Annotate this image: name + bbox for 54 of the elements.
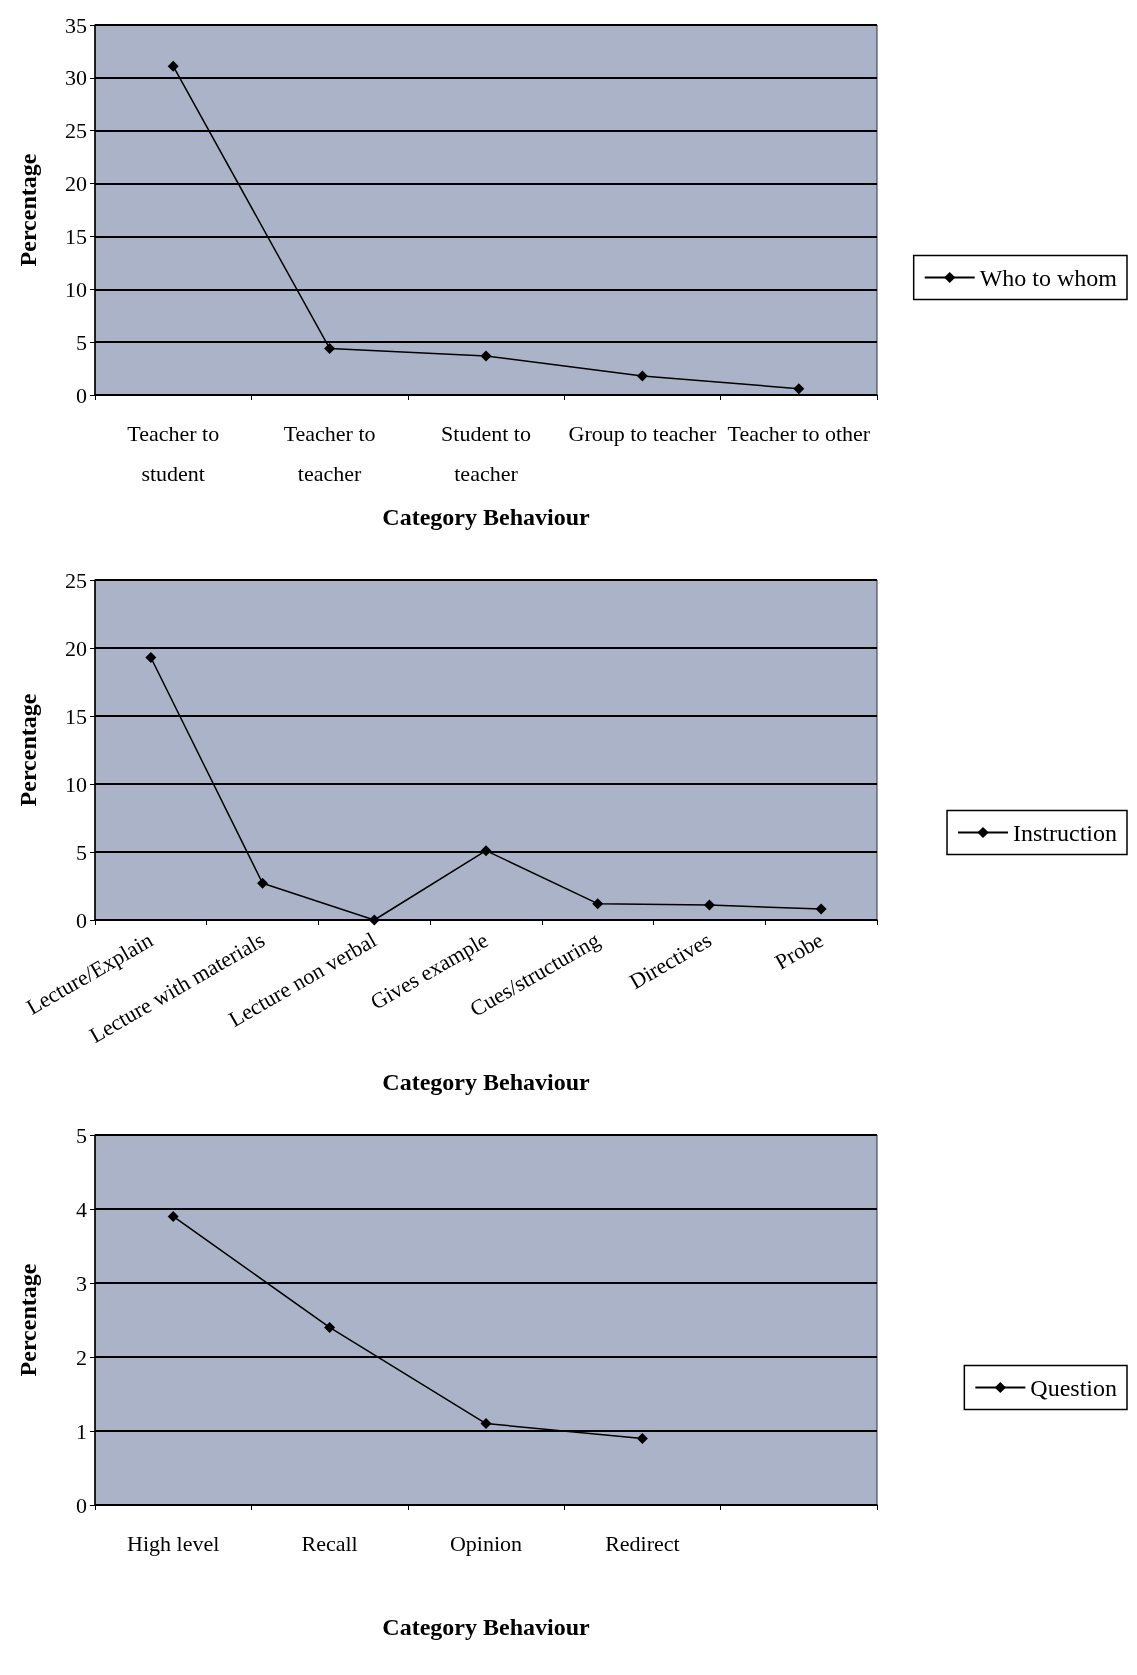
x-tick-label: Teacher to student (127, 420, 220, 486)
x-tick-label: Student to teacher (441, 420, 531, 486)
point (480, 845, 492, 857)
x-tick-label: High level (127, 1530, 220, 1556)
y-tick-label: 10 (65, 771, 87, 797)
point (480, 1418, 492, 1430)
y-tick-label: 25 (65, 118, 87, 144)
point (703, 899, 715, 911)
y-tick-label: 30 (65, 65, 87, 91)
y-tick-label: 0 (76, 907, 87, 933)
y-tick-label: 15 (65, 223, 87, 249)
y-tick-label: 25 (65, 567, 87, 593)
y-tick-label: 1 (76, 1418, 87, 1444)
x-tick-label: Recall (301, 1530, 358, 1556)
x-tick-label: Probe (770, 927, 828, 975)
y-axis-title: Percentage (15, 153, 41, 267)
y-tick-label: 2 (76, 1344, 87, 1370)
point (145, 652, 157, 664)
x-tick-label: Teacher to teacher (283, 420, 376, 486)
point (167, 1210, 179, 1222)
y-axis-title: Percentage (15, 693, 41, 807)
y-tick-label: 0 (76, 1492, 87, 1518)
y-tick-label: 15 (65, 703, 87, 729)
point (480, 350, 492, 362)
point (257, 877, 269, 889)
y-tick-label: 5 (76, 329, 87, 355)
y-tick-label: 10 (65, 276, 87, 302)
y-tick-label: 20 (65, 635, 87, 661)
y-tick-label: 5 (76, 839, 87, 865)
y-tick-label: 4 (76, 1196, 87, 1222)
y-tick-label: 3 (76, 1270, 87, 1296)
point (636, 1432, 648, 1444)
y-tick-label: 35 (65, 12, 87, 38)
legend-label: Who to whom (979, 264, 1118, 291)
legend-label: Question (1030, 1374, 1118, 1401)
x-tick-label: Opinion (449, 1530, 523, 1556)
point (793, 383, 805, 395)
point (815, 903, 827, 915)
point (636, 370, 648, 382)
y-tick-label: 20 (65, 171, 87, 197)
x-tick-label: Teacher to other (727, 420, 871, 446)
y-tick-label: 5 (76, 1122, 87, 1148)
x-axis-title: Category Behaviour (382, 1069, 590, 1095)
point (592, 898, 604, 910)
x-axis-title: Category Behaviour (382, 1614, 590, 1640)
point (324, 342, 336, 354)
point (324, 1321, 336, 1333)
point (167, 60, 179, 72)
y-axis-title: Percentage (15, 1263, 41, 1377)
x-tick-label: Redirect (605, 1530, 680, 1556)
legend-label: Instruction (1013, 819, 1117, 846)
x-tick-label: Group to teacher (568, 420, 717, 446)
x-axis-title: Category Behaviour (382, 504, 590, 530)
y-tick-label: 0 (76, 382, 87, 408)
